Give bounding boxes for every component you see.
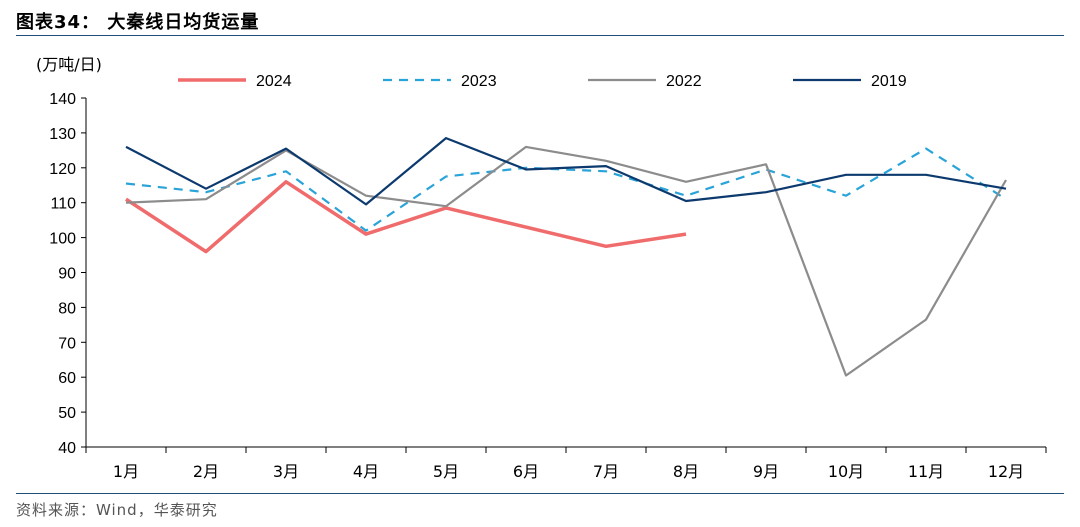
x-tick-label: 10月 bbox=[828, 462, 864, 481]
x-tick-label: 6月 bbox=[513, 462, 539, 481]
legend-label-2023: 2023 bbox=[461, 73, 497, 90]
x-tick-label: 5月 bbox=[433, 462, 459, 481]
y-tick-label: 100 bbox=[49, 231, 76, 248]
x-tick-label: 4月 bbox=[353, 462, 379, 481]
axes: 40 50 60 70 80 90 100 110 120 130 140 1月 2月 3月 4月 5月 6月 7… bbox=[49, 91, 1047, 481]
y-tick-label: 110 bbox=[50, 196, 76, 213]
y-tick-label: 90 bbox=[58, 266, 76, 283]
y-tick-label: 140 bbox=[49, 91, 76, 108]
y-tick-label: 60 bbox=[58, 370, 76, 387]
y-axis-label: (万吨/日) bbox=[36, 55, 102, 74]
figure-title: 图表34： 大秦线日均货运量 bbox=[16, 12, 260, 33]
series-line-2019 bbox=[125, 137, 1007, 206]
y-tick-label: 130 bbox=[49, 126, 76, 143]
y-tick-label: 40 bbox=[58, 440, 76, 457]
y-tick-label: 50 bbox=[58, 405, 76, 422]
x-tick-label: 11月 bbox=[908, 462, 944, 481]
x-tick-label: 7月 bbox=[593, 462, 619, 481]
source-divider bbox=[16, 493, 1064, 494]
y-tick-label: 120 bbox=[49, 161, 76, 178]
series-line-2022 bbox=[125, 145, 1007, 377]
title-divider bbox=[16, 35, 1064, 36]
x-tick-label: 8月 bbox=[673, 462, 699, 481]
x-tick-label: 12月 bbox=[988, 462, 1024, 481]
series-line-2023 bbox=[125, 147, 1007, 232]
x-tick-label: 2月 bbox=[193, 462, 219, 481]
legend-label-2019: 2019 bbox=[871, 73, 907, 90]
series-line-2024 bbox=[125, 180, 687, 254]
x-tick-label: 1月 bbox=[113, 462, 139, 481]
legend-label-2022: 2022 bbox=[666, 73, 702, 90]
x-tick-label: 9月 bbox=[753, 462, 779, 481]
source-note: 资料来源：Wind，华泰研究 bbox=[16, 501, 218, 519]
legend-label-2024: 2024 bbox=[256, 73, 292, 90]
series-group bbox=[125, 137, 1007, 377]
legend: 2024 2023 2022 2019 bbox=[178, 73, 907, 90]
x-tick-label: 3月 bbox=[273, 462, 299, 481]
y-tick-label: 80 bbox=[58, 300, 76, 317]
y-tick-label: 70 bbox=[58, 335, 76, 352]
